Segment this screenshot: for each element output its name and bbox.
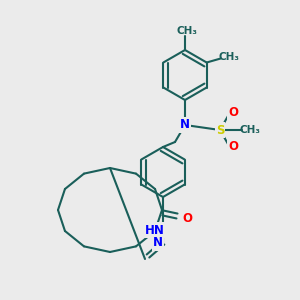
Text: N: N — [153, 236, 163, 250]
Text: CH₃: CH₃ — [239, 125, 260, 135]
Text: O: O — [228, 140, 238, 154]
Text: O: O — [182, 212, 192, 224]
Text: S: S — [216, 124, 224, 136]
Text: HN: HN — [145, 224, 165, 236]
Text: CH₃: CH₃ — [218, 52, 239, 61]
Text: O: O — [228, 106, 238, 119]
Text: N: N — [180, 118, 190, 131]
Text: CH₃: CH₃ — [176, 26, 197, 36]
